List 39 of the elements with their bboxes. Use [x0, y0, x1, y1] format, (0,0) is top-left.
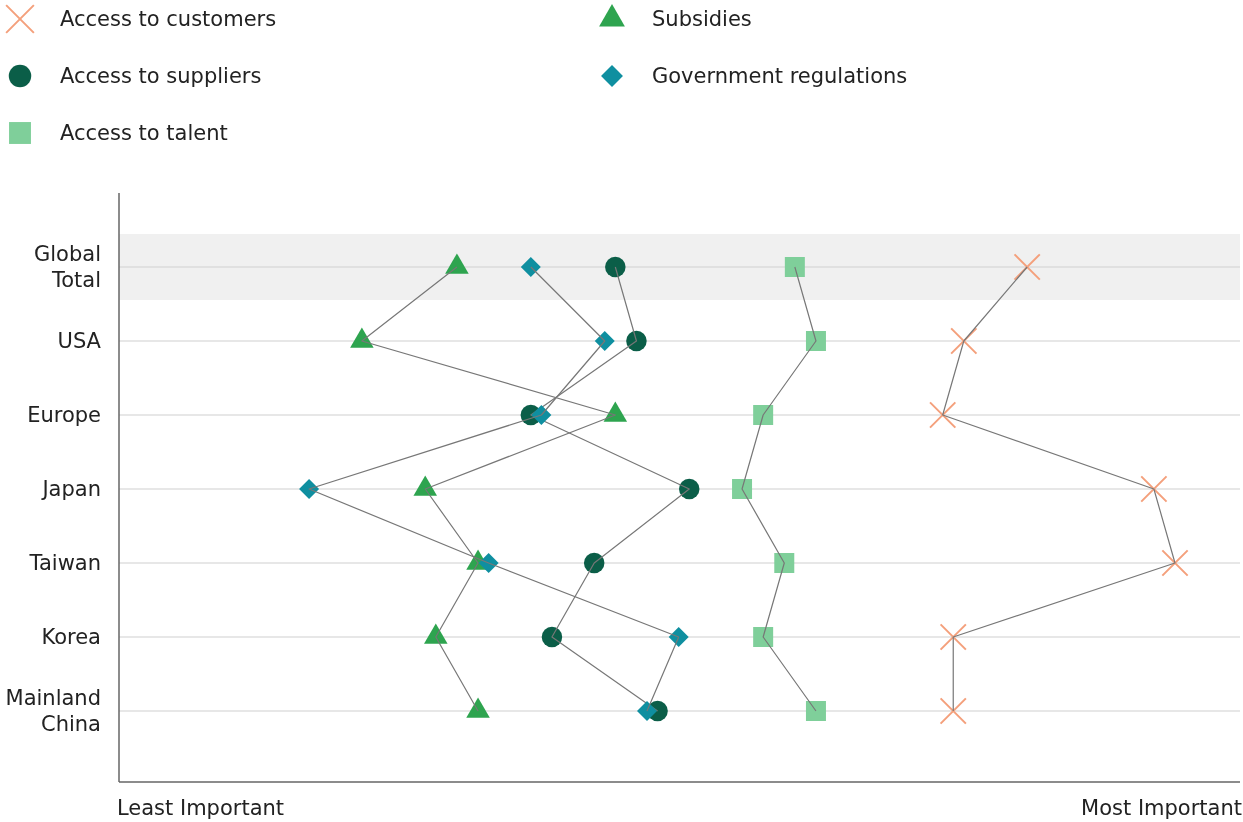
- point: [1013, 253, 1041, 281]
- y-tick-label: USA: [57, 329, 102, 353]
- point: [1161, 549, 1189, 577]
- point: [939, 697, 967, 725]
- y-tick-label: Taiwan: [28, 551, 101, 575]
- legend-label: Subsidies: [652, 7, 752, 31]
- point: [784, 257, 805, 277]
- y-tick-label: Japan: [40, 477, 101, 501]
- point: [732, 479, 753, 499]
- point: [939, 623, 967, 651]
- point: [626, 330, 647, 352]
- point: [950, 327, 978, 355]
- text: Least Important: [117, 796, 285, 820]
- point: [583, 552, 605, 574]
- point: [541, 626, 563, 648]
- point: [478, 553, 499, 573]
- y-tick-label: Global Total: [34, 242, 101, 292]
- point: [753, 405, 774, 425]
- point: [1140, 475, 1168, 503]
- text: Most Important: [1081, 796, 1242, 820]
- legend-label: Access to customers: [60, 7, 277, 31]
- point: [299, 479, 320, 499]
- point: [753, 627, 774, 647]
- point: [774, 553, 795, 573]
- point: [805, 331, 826, 351]
- point: [605, 256, 626, 278]
- legend-label: Government regulations: [652, 64, 908, 88]
- point: [520, 257, 541, 277]
- y-tick-label: Europe: [27, 403, 101, 427]
- legend-label: Access to suppliers: [60, 64, 262, 88]
- point: [929, 401, 957, 429]
- y-tick-label: Mainland China: [5, 686, 101, 736]
- y-tick-label: Korea: [41, 625, 101, 649]
- point: [594, 331, 615, 351]
- point: [805, 701, 826, 721]
- point: [678, 478, 700, 500]
- point: [531, 405, 552, 425]
- legend-label: Access to talent: [60, 121, 228, 145]
- point: [668, 627, 689, 647]
